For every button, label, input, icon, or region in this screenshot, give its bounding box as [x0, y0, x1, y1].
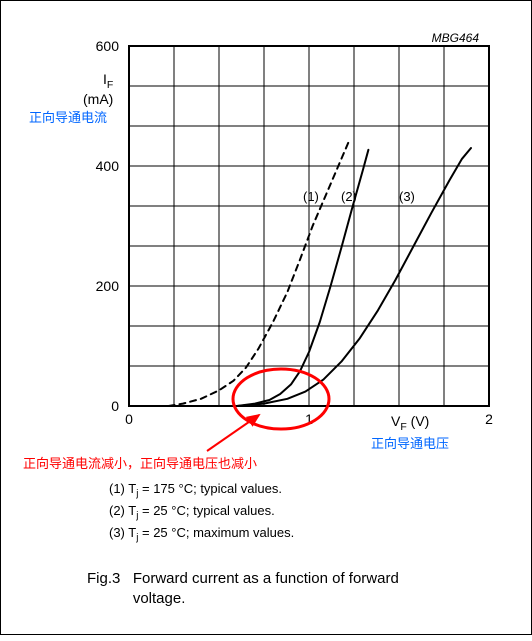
legend-1: (1) Tj = 175 °C; typical values. — [109, 481, 282, 500]
svg-text:600: 600 — [96, 38, 120, 54]
svg-text:200: 200 — [96, 278, 120, 294]
svg-text:(2): (2) — [341, 189, 357, 204]
x-axis-label: VF (V) — [391, 413, 429, 433]
svg-text:2: 2 — [485, 411, 493, 427]
y-axis-note-cn: 正向导通电流 — [29, 107, 107, 126]
chart-code: MBG464 — [432, 31, 479, 45]
svg-text:(1): (1) — [303, 189, 319, 204]
svg-text:(3): (3) — [399, 189, 415, 204]
figure-container: 0120200400600(1)(2)(3) MBG464 IF(mA) 正向导… — [0, 0, 532, 635]
x-axis-note-cn: 正向导通电压 — [371, 433, 449, 452]
svg-text:0: 0 — [111, 398, 119, 414]
arrow-annotation-cn: 正向导通电流减小，正向导通电压也减小 — [23, 453, 257, 472]
legend-2: (2) Tj = 25 °C; typical values. — [109, 503, 275, 522]
svg-text:400: 400 — [96, 158, 120, 174]
svg-text:0: 0 — [125, 411, 133, 427]
legend-3: (3) Tj = 25 °C; maximum values. — [109, 525, 294, 544]
y-axis-label: IF(mA) — [83, 71, 113, 108]
figure-caption: Fig.3 Forward current as a function of f… — [87, 569, 487, 610]
